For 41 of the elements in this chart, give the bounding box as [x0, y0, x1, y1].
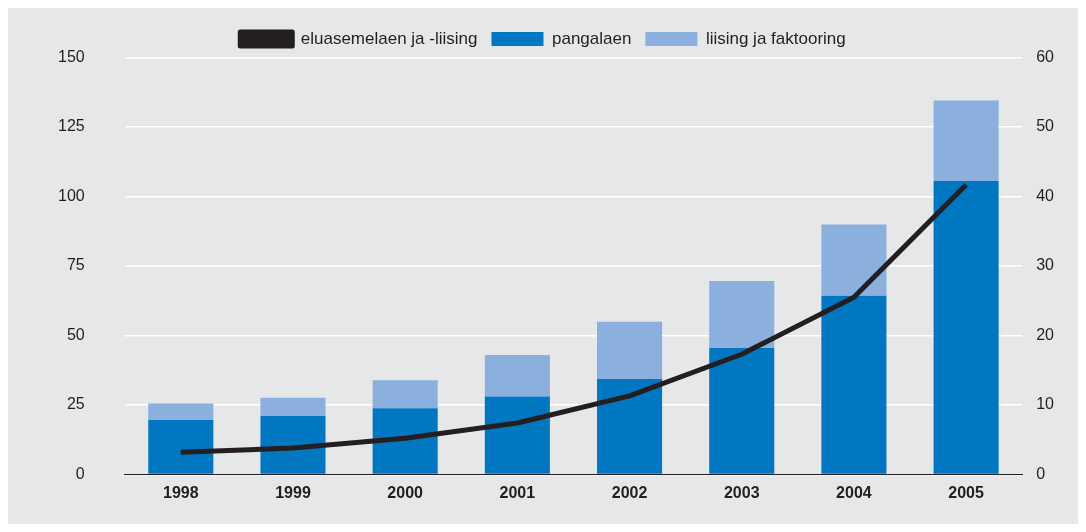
- bar: [372, 380, 438, 409]
- legend-label: liising ja faktooring: [705, 28, 846, 48]
- bar: [821, 224, 887, 296]
- x-tick-label: 2003: [723, 484, 760, 502]
- legend-label: eluasemelaen ja -liising: [300, 28, 478, 48]
- x-tick-label: 2004: [836, 484, 872, 502]
- y2-tick-label: 0: [1036, 464, 1046, 482]
- bar: [597, 379, 663, 474]
- x-tick-label: 2000: [387, 484, 424, 502]
- bar: [260, 397, 326, 417]
- y-tick-label: 25: [66, 395, 85, 413]
- bar: [933, 180, 999, 474]
- bar: [372, 408, 438, 474]
- y2-tick-label: 50: [1036, 117, 1055, 135]
- y-tick-label: 125: [57, 117, 85, 135]
- x-tick-label: 1998: [162, 484, 199, 502]
- y-tick-label: 100: [57, 186, 85, 204]
- y2-tick-label: 30: [1036, 256, 1055, 274]
- bar: [933, 100, 999, 181]
- x-tick-label: 2001: [499, 484, 536, 502]
- y-tick-label: 150: [57, 48, 85, 66]
- bar: [148, 403, 214, 420]
- legend-label: pangalaen: [551, 28, 632, 48]
- x-tick-label: 2002: [611, 484, 648, 502]
- bar: [260, 416, 326, 474]
- y-tick-label: 75: [66, 256, 85, 274]
- y2-tick-label: 20: [1036, 325, 1055, 343]
- bar: [484, 396, 550, 474]
- bar: [148, 419, 214, 474]
- y2-tick-label: 40: [1036, 186, 1055, 204]
- bar: [709, 347, 775, 474]
- bar: [484, 354, 550, 397]
- y2-tick-label: 60: [1036, 48, 1055, 66]
- y-tick-label: 50: [66, 325, 85, 343]
- bar: [821, 295, 887, 474]
- bar: [597, 321, 663, 380]
- y-tick-label: 0: [75, 464, 85, 482]
- x-tick-label: 2005: [948, 484, 985, 502]
- y2-tick-label: 10: [1036, 395, 1055, 413]
- bar: [709, 281, 775, 348]
- x-tick-label: 1999: [275, 484, 311, 502]
